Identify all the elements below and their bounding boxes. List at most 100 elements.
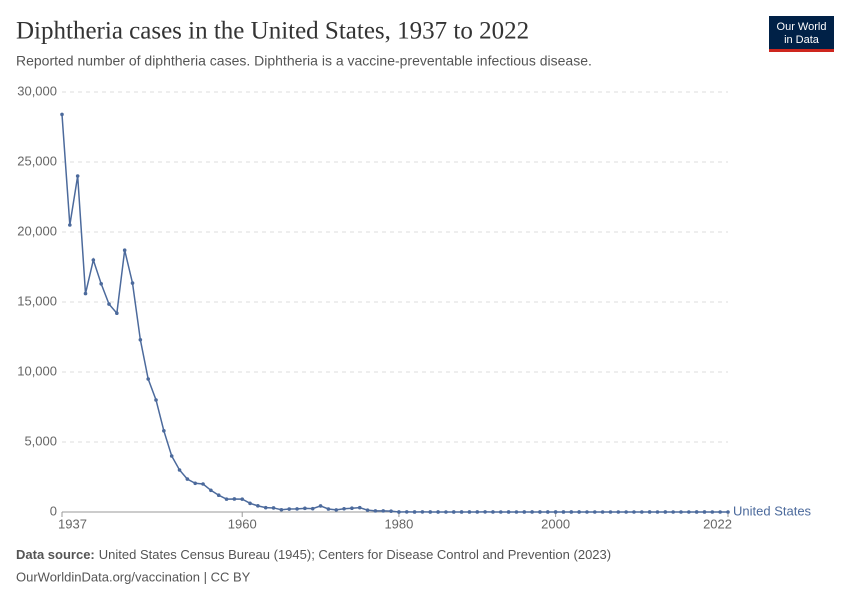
chart-subtitle: Reported number of diphtheria cases. Dip… [16, 53, 592, 69]
point [130, 281, 135, 285]
point [389, 509, 393, 513]
point [107, 302, 111, 306]
point [412, 510, 417, 514]
point [561, 510, 566, 514]
point [185, 477, 190, 481]
x-tick-label: 1960 [228, 516, 257, 531]
point [138, 338, 143, 342]
source: Data source: United States Census Bureau … [16, 547, 611, 562]
point [373, 509, 378, 513]
point [99, 282, 103, 286]
point [75, 174, 80, 178]
point [444, 510, 448, 514]
point [545, 510, 550, 514]
point [577, 510, 581, 514]
y-tick-label: 30,000 [17, 83, 57, 98]
point [655, 510, 660, 514]
point [608, 510, 613, 514]
point [451, 510, 456, 514]
point [687, 510, 691, 514]
x-tick-label: 2000 [541, 516, 570, 531]
point [420, 510, 425, 514]
y-tick-label: 5,000 [24, 433, 57, 448]
point [287, 507, 292, 511]
y-tick-label: 10,000 [17, 363, 57, 378]
source-label: Data source: [16, 547, 95, 562]
point [632, 510, 636, 514]
point [694, 510, 699, 514]
point [702, 510, 707, 514]
point [263, 505, 268, 510]
point [624, 510, 628, 514]
point [334, 508, 339, 512]
point [647, 510, 652, 514]
point [232, 497, 237, 501]
point [177, 468, 182, 472]
point [569, 510, 574, 514]
point [68, 223, 72, 227]
point [216, 493, 221, 498]
point [154, 398, 158, 402]
y-tick-label: 25,000 [17, 153, 57, 168]
point [350, 506, 354, 511]
point [256, 504, 260, 508]
point [271, 506, 276, 510]
point [483, 510, 487, 514]
point [295, 507, 299, 511]
point [381, 509, 386, 513]
point [506, 510, 511, 514]
y-tick-label: 20,000 [17, 223, 57, 238]
logo-text: Our World [777, 21, 827, 33]
point [538, 510, 542, 514]
logo-text: in Data [784, 34, 820, 46]
point [671, 510, 675, 514]
point [209, 488, 213, 493]
point [357, 505, 362, 510]
point [475, 510, 480, 514]
series-label: United States [733, 503, 812, 518]
point [326, 507, 331, 511]
point [224, 497, 229, 501]
point [585, 510, 589, 514]
point [365, 508, 370, 512]
point [436, 510, 440, 514]
point [491, 510, 495, 514]
point [240, 497, 245, 501]
point [318, 504, 323, 508]
point [718, 510, 722, 514]
point [397, 510, 401, 514]
point [279, 507, 284, 512]
logo-box [769, 16, 834, 49]
point [514, 510, 519, 514]
point [616, 510, 621, 514]
point [640, 510, 644, 514]
point [600, 510, 605, 514]
source-text: United States Census Bureau (1945); Cent… [99, 547, 611, 562]
point [83, 291, 88, 296]
x-tick-label: 1937 [58, 516, 87, 531]
point [710, 510, 715, 514]
point [679, 510, 683, 514]
point [60, 112, 64, 117]
logo[interactable]: Our World in Data [769, 16, 834, 52]
y-tick-label: 0 [50, 503, 57, 518]
chart-title: Diphtheria cases in the United States, 1… [16, 18, 529, 45]
logo-bar [769, 49, 834, 52]
point [553, 510, 558, 514]
point [663, 510, 668, 514]
point [428, 510, 433, 514]
x-tick-label: 2022 [703, 516, 732, 531]
point [146, 377, 150, 381]
y-tick-label: 15,000 [17, 293, 57, 308]
point [522, 510, 527, 514]
point [726, 510, 730, 514]
point [169, 454, 174, 458]
point [467, 510, 472, 514]
point [193, 481, 197, 486]
point [593, 510, 597, 514]
point [248, 501, 252, 506]
footer[interactable]: OurWorldinData.org/vaccination | CC BY [16, 569, 251, 584]
point [310, 506, 315, 511]
point [162, 429, 166, 433]
